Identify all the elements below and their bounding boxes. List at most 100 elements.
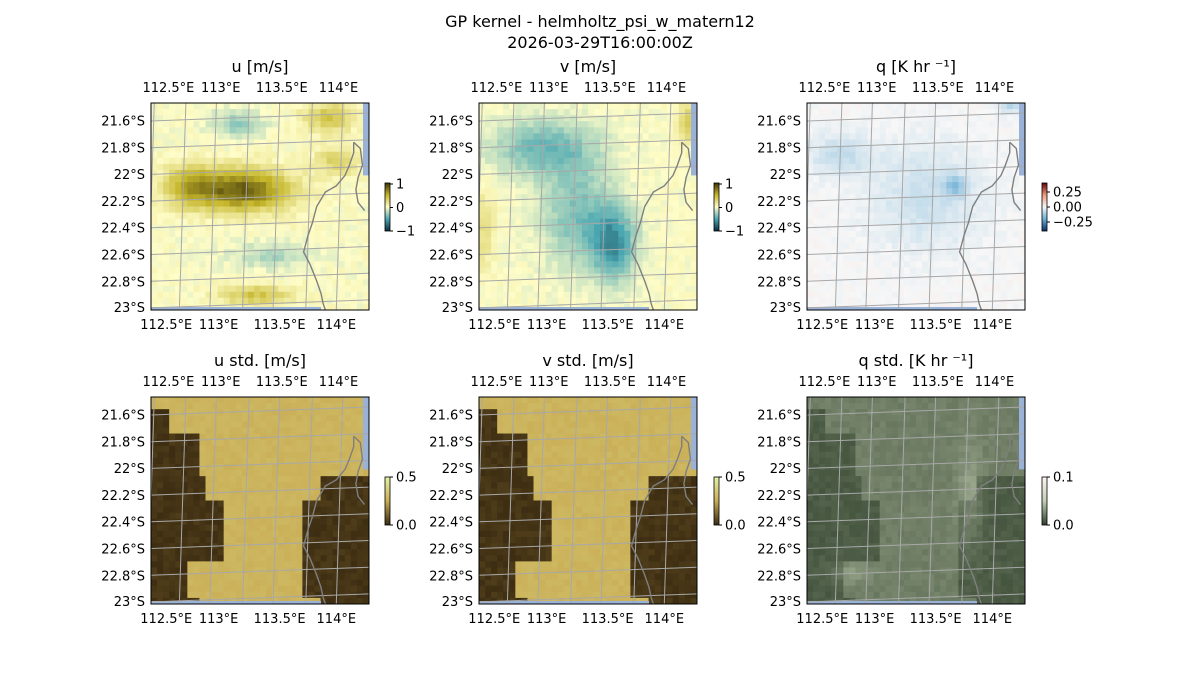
heatmap-cell <box>515 230 522 238</box>
heatmap-cell <box>241 470 249 477</box>
heatmap-cell <box>163 567 170 574</box>
heatmap-cell <box>891 206 899 213</box>
heatmap-cell <box>296 537 303 544</box>
heatmap-cell <box>157 188 164 195</box>
heatmap-cell <box>885 243 893 250</box>
heatmap-cell <box>843 157 850 165</box>
heatmap-cell <box>909 151 917 159</box>
heatmap-cell <box>660 218 668 226</box>
heatmap-cell <box>296 279 303 287</box>
heatmap-cell <box>485 212 492 220</box>
heatmap-cell <box>284 169 291 177</box>
heatmap-cell <box>229 261 237 268</box>
heatmap-cell <box>175 200 182 207</box>
heatmap-cell <box>819 103 826 110</box>
heatmap-cell <box>193 127 200 134</box>
heatmap-cell <box>551 206 559 213</box>
heatmap-cell <box>897 121 905 128</box>
heatmap-cell <box>151 212 158 220</box>
heatmap-cell <box>539 176 547 183</box>
heatmap-cell <box>1000 194 1008 201</box>
heatmap-cell <box>678 212 686 220</box>
heatmap-cell <box>867 261 875 268</box>
heatmap-cell <box>344 433 352 441</box>
heatmap-cell <box>332 279 340 287</box>
heatmap-cell <box>916 279 923 287</box>
heatmap-cell <box>302 500 309 507</box>
heatmap-cell <box>320 500 328 507</box>
heatmap-cell <box>654 139 662 147</box>
heatmap-cell <box>581 151 589 159</box>
heatmap-cell <box>169 182 176 189</box>
heatmap-cell <box>247 573 255 581</box>
heatmap-cell <box>175 243 182 250</box>
heatmap-cell <box>241 543 249 550</box>
heatmap-cell <box>952 182 959 189</box>
heatmap-cell <box>624 109 631 116</box>
heatmap-cell <box>563 291 571 299</box>
heatmap-cell <box>630 139 637 147</box>
heatmap-cell <box>922 139 929 147</box>
heatmap-cell <box>940 303 947 310</box>
heatmap-cell <box>163 194 170 201</box>
heatmap-cell <box>485 297 492 305</box>
heatmap-cell <box>235 482 243 489</box>
x-tick-label-top: 113°E <box>857 81 897 96</box>
heatmap-cell <box>284 427 291 434</box>
heatmap-cell <box>253 451 261 459</box>
heatmap-cell <box>630 236 637 244</box>
heatmap-cell <box>223 463 231 471</box>
colorbar-tick-label: 0 <box>725 201 733 216</box>
heatmap-cell <box>223 518 231 526</box>
heatmap-cell <box>946 169 953 177</box>
heatmap-cell <box>879 188 887 195</box>
heatmap-cell <box>326 555 334 562</box>
heatmap-cell <box>988 236 996 244</box>
heatmap-cell <box>503 194 510 201</box>
heatmap-cell <box>569 279 577 287</box>
heatmap-cell <box>867 255 875 262</box>
heatmap-cell <box>169 297 176 305</box>
heatmap-cell <box>356 415 364 422</box>
heatmap-cell <box>278 561 285 568</box>
heatmap-cell <box>314 255 321 262</box>
heatmap-cell <box>545 279 553 287</box>
heatmap-cell <box>235 273 243 280</box>
heatmap-cell <box>903 157 911 165</box>
heatmap-cell <box>666 151 674 159</box>
heatmap-cell <box>909 218 917 226</box>
heatmap-cell <box>503 163 510 171</box>
heatmap-cell <box>211 236 219 244</box>
heatmap-cell <box>284 439 291 447</box>
heatmap-cell <box>344 303 352 310</box>
heatmap-cell <box>175 470 182 477</box>
heatmap-cell <box>636 176 643 183</box>
heatmap-cell <box>187 591 194 599</box>
heatmap-cell <box>326 518 334 526</box>
heatmap-cell <box>290 176 297 183</box>
heatmap-cell <box>193 494 200 501</box>
heatmap-cell <box>982 145 990 153</box>
heatmap-cell <box>199 163 206 171</box>
heatmap-cell <box>873 157 881 165</box>
heatmap-cell <box>296 169 303 177</box>
heatmap-cell <box>539 230 547 238</box>
heatmap-cell <box>163 470 170 477</box>
heatmap-cell <box>666 279 674 287</box>
heatmap-cell <box>284 549 291 556</box>
heatmap-cell <box>624 243 631 250</box>
heatmap-cell <box>247 267 255 274</box>
heatmap-cell <box>229 291 237 299</box>
heatmap-cell <box>527 218 534 226</box>
heatmap-cell <box>807 157 814 165</box>
heatmap-cell <box>636 285 643 293</box>
heatmap-cell <box>302 433 309 441</box>
heatmap-cell <box>928 285 935 293</box>
heatmap-cell <box>503 261 510 268</box>
heatmap-cell <box>813 139 820 147</box>
heatmap-cell <box>193 488 200 495</box>
heatmap-cell <box>861 273 868 280</box>
heatmap-cell <box>235 188 243 195</box>
heatmap-cell <box>879 109 887 116</box>
heatmap-cell <box>308 103 315 110</box>
